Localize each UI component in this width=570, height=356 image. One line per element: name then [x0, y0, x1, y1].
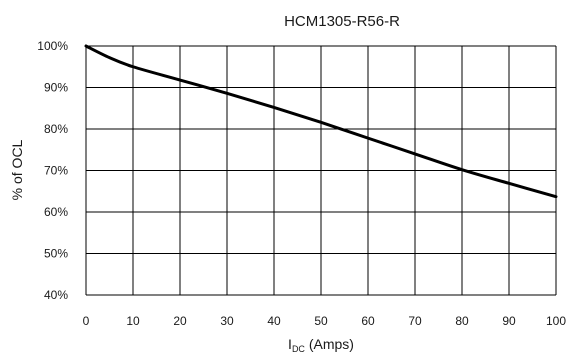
x-tick-label: 70: [408, 314, 422, 328]
y-tick-label: 50%: [44, 247, 68, 261]
x-tick-label: 60: [361, 314, 375, 328]
x-axis-label: IDC (Amps): [288, 336, 354, 354]
series-layer: [84, 44, 558, 199]
y-axis-label: % of OCL: [9, 139, 25, 200]
y-tick-label: 100%: [37, 39, 68, 53]
x-tick-label: 40: [267, 314, 281, 328]
x-tick-label: 80: [455, 314, 469, 328]
grid: [85, 45, 557, 296]
y-axis-ticks: 100% 90% 80% 70% 60% 50% 40%: [37, 39, 68, 302]
x-tick-label: 50: [314, 314, 328, 328]
chart-title: HCM1305-R56-R: [284, 13, 400, 30]
x-axis-label-units: (Amps): [305, 336, 354, 352]
x-tick-label: 90: [502, 314, 516, 328]
y-tick-label: 60%: [44, 205, 68, 219]
y-tick-label: 40%: [44, 288, 68, 302]
x-tick-label: 100: [546, 314, 566, 328]
x-tick-label: 10: [126, 314, 140, 328]
y-tick-label: 90%: [44, 81, 68, 95]
x-tick-label: 30: [220, 314, 234, 328]
x-axis-label-subscript: DC: [292, 344, 305, 354]
series-line: [84, 44, 558, 199]
y-tick-label: 70%: [44, 164, 68, 178]
y-tick-label: 80%: [44, 122, 68, 136]
x-axis-ticks: 0 10 20 30 40 50 60 70 80 90 100: [83, 314, 567, 328]
x-axis-label-main: I: [288, 336, 292, 352]
x-tick-label: 0: [83, 314, 90, 328]
x-tick-label: 20: [173, 314, 187, 328]
